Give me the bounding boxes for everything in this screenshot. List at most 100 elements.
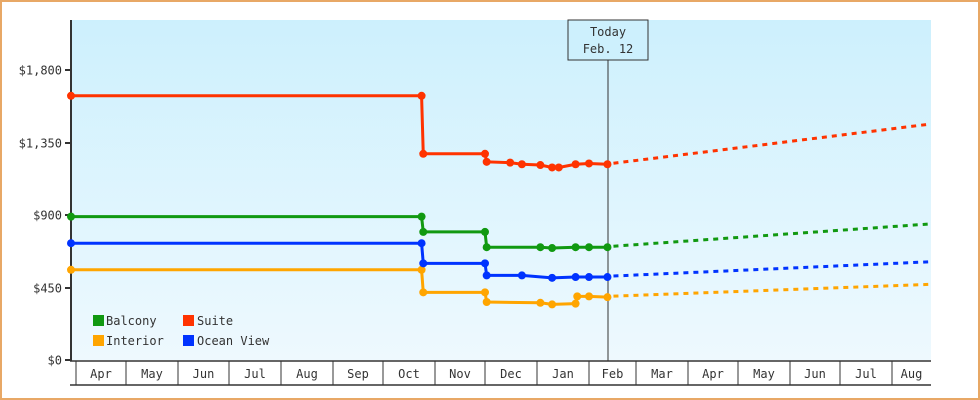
legend-label: Ocean View bbox=[197, 334, 270, 348]
data-point-marker[interactable] bbox=[536, 298, 545, 307]
x-tick-label: Aug bbox=[296, 367, 318, 381]
data-point-marker[interactable] bbox=[417, 265, 426, 274]
data-point-marker[interactable] bbox=[603, 243, 612, 252]
plot-area bbox=[71, 20, 931, 360]
data-point-marker[interactable] bbox=[482, 157, 491, 166]
x-tick-label: Dec bbox=[500, 367, 522, 381]
data-point-marker[interactable] bbox=[585, 243, 593, 252]
legend-swatch-icon bbox=[183, 315, 194, 326]
legend-label: Suite bbox=[197, 314, 233, 328]
y-tick: $450 bbox=[33, 282, 71, 296]
y-tick: $900 bbox=[33, 209, 71, 223]
data-point-marker[interactable] bbox=[517, 271, 526, 280]
x-tick-label: Jun bbox=[804, 367, 826, 381]
data-point-marker[interactable] bbox=[417, 212, 426, 221]
forecast-line bbox=[613, 282, 932, 298]
data-point-marker[interactable] bbox=[419, 149, 428, 158]
data-point-marker[interactable] bbox=[419, 259, 428, 268]
today-box: Today Feb. 12 bbox=[567, 19, 649, 61]
data-point-marker[interactable] bbox=[571, 273, 580, 282]
legend-label: Interior bbox=[106, 334, 164, 348]
data-point-marker[interactable] bbox=[417, 239, 426, 248]
data-point-marker[interactable] bbox=[506, 158, 515, 167]
data-point-marker[interactable] bbox=[481, 149, 489, 158]
data-point-marker[interactable] bbox=[554, 163, 563, 172]
legend-swatch-icon bbox=[93, 335, 104, 346]
data-point-marker[interactable] bbox=[548, 273, 557, 282]
y-axis-ticks: $1,800 $1,350 $900 $450 $0 bbox=[19, 64, 71, 368]
x-tick-label: Aug bbox=[901, 367, 923, 381]
x-tick-label: May bbox=[141, 367, 163, 381]
y-tick: $0 bbox=[48, 354, 71, 368]
legend-item-suite[interactable]: Suite bbox=[183, 314, 233, 328]
data-point-marker[interactable] bbox=[585, 159, 593, 168]
data-point-marker[interactable] bbox=[517, 160, 526, 169]
data-point-marker[interactable] bbox=[585, 292, 593, 301]
data-point-marker[interactable] bbox=[481, 259, 489, 268]
data-point-marker[interactable] bbox=[536, 161, 545, 170]
legend-label: Balcony bbox=[106, 314, 157, 328]
y-tick-label: $1,800 bbox=[19, 64, 62, 78]
data-point-marker[interactable] bbox=[67, 212, 75, 221]
y-tick-label: $0 bbox=[48, 354, 62, 368]
legend-item-balcony[interactable]: Balcony bbox=[93, 314, 157, 328]
y-tick-label: $1,350 bbox=[19, 137, 62, 151]
y-tick-label: $450 bbox=[33, 282, 62, 296]
data-point-marker[interactable] bbox=[67, 265, 75, 274]
x-tick-label: May bbox=[753, 367, 775, 381]
data-point-marker[interactable] bbox=[481, 288, 489, 297]
data-point-marker[interactable] bbox=[482, 271, 491, 280]
data-point-marker[interactable] bbox=[482, 298, 491, 306]
x-tick-label: Apr bbox=[90, 367, 112, 381]
x-tick-label: Jun bbox=[193, 367, 215, 381]
data-point-marker[interactable] bbox=[548, 300, 557, 309]
data-point-marker[interactable] bbox=[573, 292, 582, 301]
today-date: Feb. 12 bbox=[583, 42, 634, 56]
data-point-marker[interactable] bbox=[67, 239, 75, 248]
data-point-marker[interactable] bbox=[419, 288, 428, 297]
series-balcony bbox=[67, 212, 932, 253]
x-tick-label: Apr bbox=[702, 367, 724, 381]
y-tick: $1,800 bbox=[19, 64, 71, 78]
data-point-marker[interactable] bbox=[571, 160, 580, 169]
price-line bbox=[71, 241, 608, 280]
data-point-marker[interactable] bbox=[548, 244, 557, 253]
data-point-marker[interactable] bbox=[603, 293, 612, 302]
legend-swatch-icon bbox=[93, 315, 104, 326]
legend: Balcony Suite Interior Ocean View bbox=[93, 314, 270, 348]
x-axis: Apr May Jun Jul Aug Sep Oct Nov Dec Jan … bbox=[70, 360, 931, 386]
forecast-line bbox=[613, 222, 932, 248]
data-point-marker[interactable] bbox=[571, 243, 580, 252]
data-point-marker[interactable] bbox=[603, 160, 612, 169]
series-suite bbox=[67, 91, 932, 172]
x-tick-label: Nov bbox=[449, 367, 471, 381]
x-tick-label: Oct bbox=[398, 367, 420, 381]
y-tick-label: $900 bbox=[33, 209, 62, 223]
data-point-marker[interactable] bbox=[603, 273, 612, 282]
x-tick-label: Jul bbox=[244, 367, 266, 381]
data-point-marker[interactable] bbox=[417, 91, 426, 100]
series-ocean-view bbox=[67, 239, 932, 282]
forecast-line bbox=[613, 122, 932, 165]
data-point-marker[interactable] bbox=[481, 227, 489, 236]
data-point-marker[interactable] bbox=[585, 273, 593, 282]
price-line bbox=[71, 215, 608, 250]
data-point-marker[interactable] bbox=[482, 243, 491, 252]
x-tick-label: Jul bbox=[855, 367, 877, 381]
x-tick-label: Sep bbox=[347, 367, 369, 381]
x-tick-label: Mar bbox=[651, 367, 673, 381]
y-tick: $1,350 bbox=[19, 137, 71, 151]
data-point-marker[interactable] bbox=[67, 91, 75, 100]
x-tick-label: Feb bbox=[602, 367, 624, 381]
legend-item-interior[interactable]: Interior bbox=[93, 334, 164, 348]
series-layer bbox=[67, 91, 932, 309]
data-point-marker[interactable] bbox=[419, 227, 428, 236]
x-tick-label: Jan bbox=[552, 367, 574, 381]
data-point-marker[interactable] bbox=[536, 243, 545, 252]
legend-item-ocean-view[interactable]: Ocean View bbox=[183, 334, 270, 348]
data-point-marker[interactable] bbox=[571, 299, 580, 308]
series-interior bbox=[67, 265, 932, 309]
legend-swatch-icon bbox=[183, 335, 194, 346]
data-point-marker[interactable] bbox=[548, 163, 557, 172]
